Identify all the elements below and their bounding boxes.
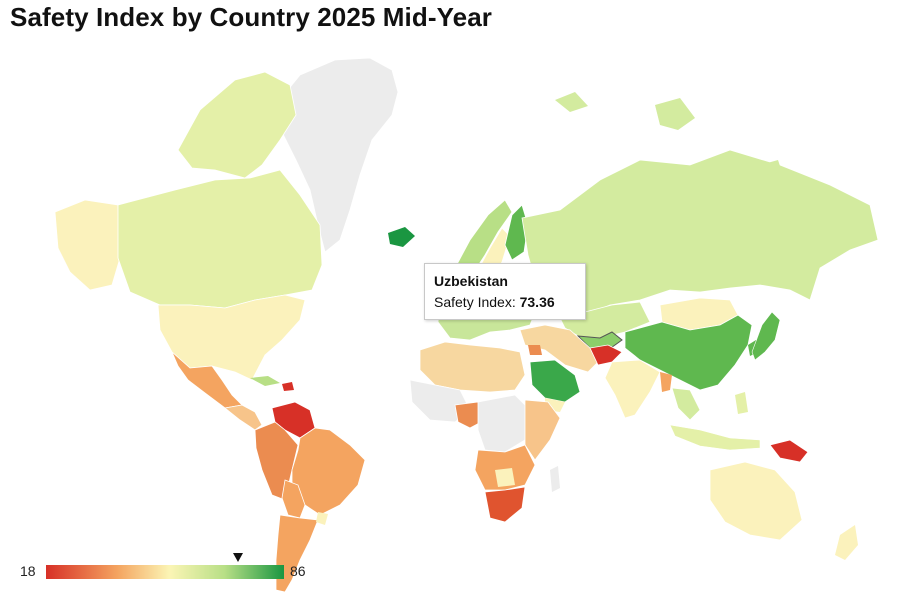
country-india[interactable] [604,359,661,419]
country-russia-wrangel[interactable] [760,160,782,175]
map-title: Safety Index by Country 2025 Mid-Year [10,2,492,32]
country-south-africa[interactable] [484,486,526,523]
country-syria[interactable] [528,345,542,355]
tooltip-country-name: Uzbekistan [434,273,508,289]
country-greenland[interactable] [277,57,399,253]
legend-color-scale [46,565,284,579]
country-canada[interactable] [117,169,323,309]
tooltip-metric-value: 73.36 [519,294,555,310]
legend-min-label: 18 [20,563,36,579]
country-russia-islands[interactable] [655,98,695,130]
country-southeast-asia[interactable] [671,387,701,421]
country-iceland[interactable] [388,227,415,247]
country-brazil[interactable] [291,427,366,516]
country-new-zealand[interactable] [835,525,858,560]
country-argentina[interactable] [275,514,319,593]
country-japan[interactable] [751,311,781,361]
country-botswana[interactable] [495,468,515,487]
country-central-africa[interactable] [477,394,531,453]
country-southern-africa[interactable] [474,444,536,491]
country-china[interactable] [624,314,753,391]
country-philippines[interactable] [735,392,748,414]
country-usa-alaska[interactable] [54,199,121,291]
country-afghanistan[interactable] [589,344,623,366]
country-myanmar[interactable] [660,372,672,392]
country-nigeria[interactable] [454,401,486,429]
country-central-america[interactable] [224,404,263,431]
country-madagascar[interactable] [550,466,560,492]
country-norway-svalbard[interactable] [555,92,588,112]
legend-value-marker [233,553,243,562]
country-tooltip: Uzbekistan Safety Index: 73.36 [424,263,586,320]
country-uruguay[interactable] [316,512,328,525]
tooltip-metric-row: Safety Index: 73.36 [434,294,555,310]
country-papua-new-guinea[interactable] [769,439,809,463]
country-indonesia[interactable] [669,424,761,451]
legend-max-label: 86 [290,563,306,579]
country-haiti[interactable] [282,382,294,391]
country-saudi-arabia[interactable] [529,359,581,403]
country-north-africa[interactable] [419,341,526,393]
country-australia[interactable] [709,461,803,541]
tooltip-metric-label: Safety Index: [434,294,516,310]
country-cuba[interactable] [250,376,280,386]
country-canada-islands[interactable] [177,71,297,179]
